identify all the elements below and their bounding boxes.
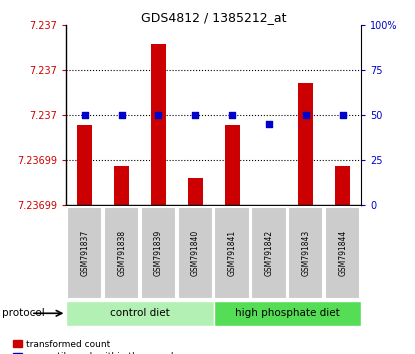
Bar	[225, 125, 239, 205]
Bar	[114, 166, 129, 205]
Text: high phosphate diet: high phosphate diet	[235, 308, 340, 318]
Legend: transformed count, percentile rank within the sample: transformed count, percentile rank withi…	[13, 339, 179, 354]
Text: GSM791840: GSM791840	[191, 230, 200, 276]
Bar	[325, 207, 360, 299]
Text: GSM791843: GSM791843	[301, 230, 310, 276]
Bar	[214, 301, 361, 326]
Bar	[188, 178, 203, 205]
Point	[192, 112, 199, 118]
Bar	[66, 301, 214, 326]
Text: GSM791844: GSM791844	[338, 230, 347, 276]
Bar	[288, 207, 323, 299]
Point	[229, 112, 235, 118]
Text: GSM791841: GSM791841	[228, 230, 237, 276]
Bar	[67, 207, 103, 299]
Bar	[178, 207, 213, 299]
Point	[81, 112, 88, 118]
Bar	[335, 166, 350, 205]
Bar	[215, 207, 250, 299]
Point	[339, 112, 346, 118]
Bar	[261, 205, 276, 230]
Bar	[251, 207, 287, 299]
Title: GDS4812 / 1385212_at: GDS4812 / 1385212_at	[141, 11, 286, 24]
Bar	[104, 207, 139, 299]
Text: control diet: control diet	[110, 308, 170, 318]
Bar	[78, 125, 92, 205]
Bar	[141, 207, 176, 299]
Point	[303, 112, 309, 118]
Point	[155, 112, 162, 118]
Text: GSM791842: GSM791842	[264, 230, 273, 276]
Text: protocol: protocol	[2, 308, 45, 318]
Text: GSM791838: GSM791838	[117, 230, 126, 276]
Bar	[298, 83, 313, 205]
Text: GSM791837: GSM791837	[81, 230, 89, 276]
Point	[118, 112, 125, 118]
Text: GSM791839: GSM791839	[154, 230, 163, 276]
Point	[266, 121, 272, 127]
Bar	[151, 44, 166, 205]
